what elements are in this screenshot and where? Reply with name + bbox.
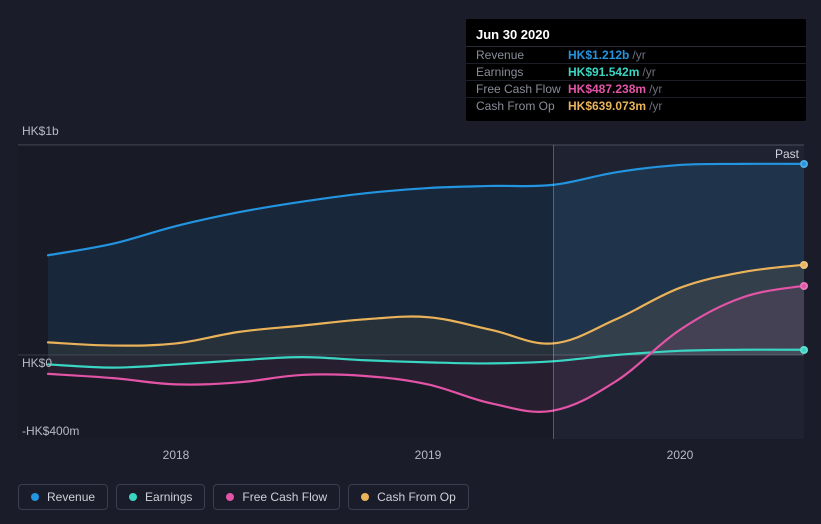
tooltip-row-earnings: Earnings HK$91.542m /yr	[466, 64, 806, 81]
y-tick-label: HK$0	[22, 356, 52, 370]
tooltip-suffix: /yr	[649, 98, 662, 115]
legend-label: Cash From Op	[377, 490, 456, 504]
tooltip-label: Free Cash Flow	[476, 81, 568, 97]
tooltip-value: HK$1.212b	[568, 47, 629, 63]
legend-label: Earnings	[145, 490, 192, 504]
series-end-dot	[800, 160, 808, 168]
y-tick-label: -HK$400m	[22, 424, 79, 438]
tooltip-row-revenue: Revenue HK$1.212b /yr	[466, 47, 806, 64]
legend-dot-icon	[361, 493, 369, 501]
tooltip-value: HK$487.238m	[568, 81, 646, 97]
tooltip-suffix: /yr	[632, 47, 645, 63]
x-tick-label: 2019	[415, 448, 442, 462]
tooltip-row-cashop: Cash From Op HK$639.073m /yr	[466, 98, 806, 115]
tooltip-label: Earnings	[476, 64, 568, 80]
legend-dot-icon	[129, 493, 137, 501]
legend-item-cashop[interactable]: Cash From Op	[348, 484, 469, 510]
series-end-dot	[800, 346, 808, 354]
y-tick-label: HK$1b	[22, 124, 59, 138]
legend-label: Revenue	[47, 490, 95, 504]
series-end-dot	[800, 282, 808, 290]
legend-dot-icon	[226, 493, 234, 501]
legend: Revenue Earnings Free Cash Flow Cash Fro…	[18, 484, 469, 510]
tooltip-label: Cash From Op	[476, 98, 568, 115]
x-tick-label: 2020	[667, 448, 694, 462]
hover-tooltip: Jun 30 2020 Revenue HK$1.212b /yr Earnin…	[466, 19, 806, 121]
tooltip-value: HK$91.542m	[568, 64, 639, 80]
chart-container: HK$1b HK$0 -HK$400m 2018 2019 2020 Past …	[0, 0, 821, 524]
tooltip-suffix: /yr	[642, 64, 655, 80]
legend-label: Free Cash Flow	[242, 490, 327, 504]
legend-item-revenue[interactable]: Revenue	[18, 484, 108, 510]
tooltip-row-fcf: Free Cash Flow HK$487.238m /yr	[466, 81, 806, 98]
legend-item-earnings[interactable]: Earnings	[116, 484, 205, 510]
tooltip-date: Jun 30 2020	[466, 25, 806, 47]
tooltip-suffix: /yr	[649, 81, 662, 97]
legend-item-fcf[interactable]: Free Cash Flow	[213, 484, 340, 510]
tooltip-value: HK$639.073m	[568, 98, 646, 115]
hover-marker-line	[553, 145, 554, 439]
past-label: Past	[775, 147, 799, 161]
series-end-dot	[800, 261, 808, 269]
legend-dot-icon	[31, 493, 39, 501]
x-tick-label: 2018	[163, 448, 190, 462]
tooltip-label: Revenue	[476, 47, 568, 63]
